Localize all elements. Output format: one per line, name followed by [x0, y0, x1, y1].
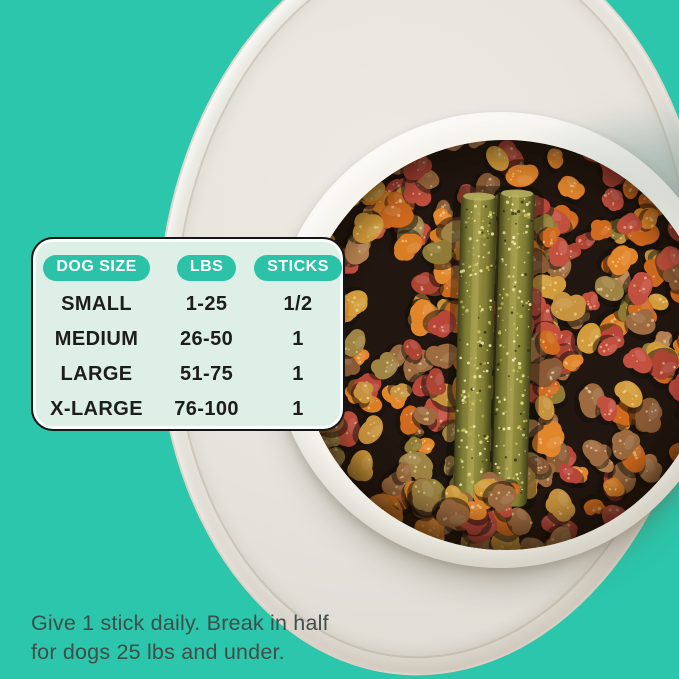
- row-small-sticks: 1/2: [283, 293, 313, 315]
- row-xlarge-lbs: 76-100: [174, 398, 239, 420]
- usage-instructions-line1: Give 1 stick daily. Break in half: [31, 611, 329, 635]
- row-large-lbs: 51-75: [180, 363, 234, 385]
- row-xlarge-sticks: 1: [292, 398, 304, 420]
- row-small-size: SMALL: [61, 293, 132, 315]
- column-header-lbs: LBS: [176, 255, 237, 281]
- kibble-illustration: [300, 140, 679, 550]
- usage-instructions: Give 1 stick daily. Break in half for do…: [31, 609, 329, 667]
- row-small-lbs: 1-25: [185, 293, 228, 315]
- usage-instructions-line2: for dogs 25 lbs and under.: [31, 640, 285, 664]
- row-large-sticks: 1: [292, 363, 304, 385]
- row-xlarge-size: X-LARGE: [50, 398, 143, 420]
- dosing-table: DOG SIZE LBS STICKS SMALL 1-25 1/2 MEDIU…: [31, 237, 345, 431]
- row-medium-size: MEDIUM: [54, 328, 139, 350]
- column-header-dog-size: DOG SIZE: [43, 255, 150, 281]
- dental-sticks: [445, 185, 544, 511]
- row-medium-lbs: 26-50: [180, 328, 234, 350]
- row-large-size: LARGE: [60, 363, 133, 385]
- row-medium-sticks: 1: [292, 328, 304, 350]
- column-header-sticks: STICKS: [254, 255, 342, 281]
- kibble-bowl-contents: [300, 140, 679, 550]
